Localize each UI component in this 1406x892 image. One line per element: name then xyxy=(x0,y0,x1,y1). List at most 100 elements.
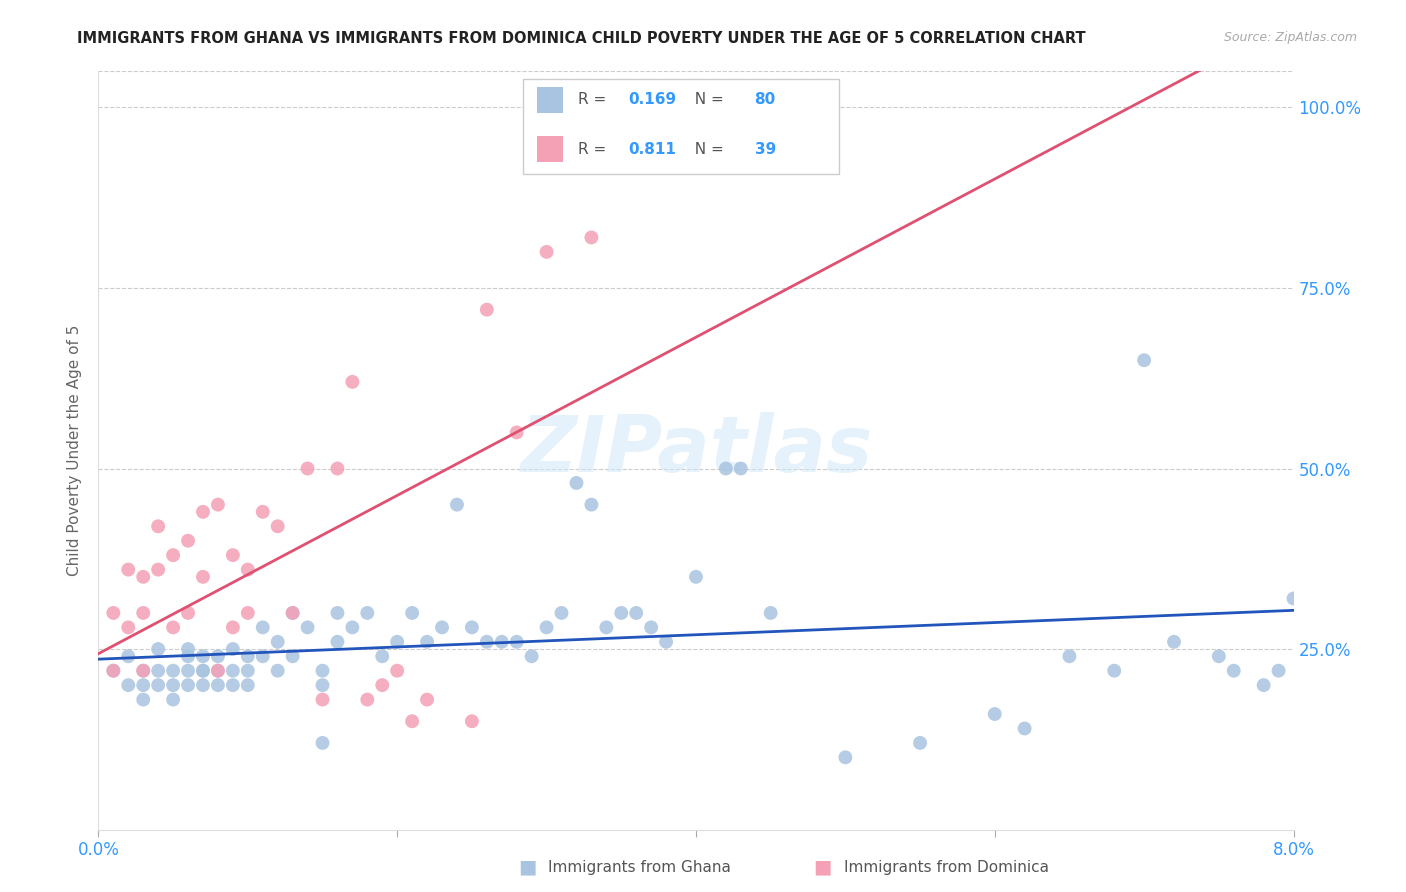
Point xyxy=(267,664,290,678)
Point xyxy=(371,678,394,692)
Point xyxy=(536,620,558,634)
Text: 0.169: 0.169 xyxy=(628,93,676,107)
Point xyxy=(222,664,245,678)
Point xyxy=(640,620,662,634)
Point xyxy=(132,570,155,584)
Point xyxy=(342,375,364,389)
Point xyxy=(1059,649,1081,664)
FancyBboxPatch shape xyxy=(523,79,839,174)
FancyBboxPatch shape xyxy=(537,136,564,162)
Point xyxy=(714,461,737,475)
Point xyxy=(191,664,214,678)
Point xyxy=(1208,649,1230,664)
Text: ZIPatlas: ZIPatlas xyxy=(520,412,872,489)
Point xyxy=(162,692,184,706)
Point xyxy=(281,606,304,620)
Point xyxy=(103,664,125,678)
Point xyxy=(581,230,603,244)
Point xyxy=(281,649,304,664)
Point xyxy=(1014,722,1036,736)
Point xyxy=(1223,664,1246,678)
Point xyxy=(326,635,349,649)
Point xyxy=(1253,678,1275,692)
Point xyxy=(162,678,184,692)
Point xyxy=(1282,591,1305,606)
Text: Immigrants from Ghana: Immigrants from Ghana xyxy=(548,860,731,874)
Point xyxy=(148,678,170,692)
Point xyxy=(207,664,229,678)
Point xyxy=(759,606,782,620)
Text: Immigrants from Dominica: Immigrants from Dominica xyxy=(844,860,1049,874)
Point xyxy=(326,461,349,475)
Point xyxy=(177,649,200,664)
Point xyxy=(475,302,498,317)
Text: N =: N = xyxy=(685,93,728,107)
Point xyxy=(236,678,259,692)
Text: 0.811: 0.811 xyxy=(628,142,676,157)
Point xyxy=(475,635,498,649)
Point xyxy=(236,664,259,678)
Point xyxy=(191,570,214,584)
Point xyxy=(491,635,513,649)
Point xyxy=(655,635,678,649)
Point xyxy=(1104,664,1126,678)
Point xyxy=(1163,635,1185,649)
Point xyxy=(191,505,214,519)
Point xyxy=(132,664,155,678)
Point xyxy=(520,649,543,664)
Point xyxy=(148,642,170,657)
Point xyxy=(236,606,259,620)
Text: R =: R = xyxy=(578,93,610,107)
Point xyxy=(117,563,139,577)
Point xyxy=(162,620,184,634)
Point xyxy=(550,606,572,620)
Point xyxy=(461,714,484,729)
Point xyxy=(461,620,484,634)
Point xyxy=(685,570,707,584)
Point xyxy=(103,664,125,678)
Point xyxy=(252,649,274,664)
Point xyxy=(177,664,200,678)
Point xyxy=(236,563,259,577)
Point xyxy=(132,678,155,692)
Text: N =: N = xyxy=(685,142,728,157)
Point xyxy=(117,649,139,664)
Point xyxy=(222,642,245,657)
Point xyxy=(222,620,245,634)
Point xyxy=(401,606,423,620)
Point xyxy=(297,620,319,634)
Point xyxy=(984,706,1007,721)
Point xyxy=(401,714,423,729)
Point xyxy=(536,244,558,259)
Point xyxy=(297,461,319,475)
Point xyxy=(207,664,229,678)
Point xyxy=(506,425,529,440)
Point xyxy=(385,664,409,678)
Point xyxy=(311,736,333,750)
Point xyxy=(177,606,200,620)
Point xyxy=(252,620,274,634)
Point xyxy=(162,664,184,678)
Text: 39: 39 xyxy=(755,142,776,157)
Point xyxy=(207,678,229,692)
Point xyxy=(581,498,603,512)
Point xyxy=(730,461,752,475)
Point xyxy=(430,620,453,634)
Text: 80: 80 xyxy=(755,93,776,107)
Point xyxy=(207,649,229,664)
Y-axis label: Child Poverty Under the Age of 5: Child Poverty Under the Age of 5 xyxy=(67,325,83,576)
Point xyxy=(267,635,290,649)
Point xyxy=(385,635,409,649)
Point xyxy=(610,606,633,620)
Point xyxy=(191,678,214,692)
Point xyxy=(103,606,125,620)
Point xyxy=(311,678,333,692)
Point xyxy=(326,606,349,620)
Point xyxy=(132,692,155,706)
Text: Source: ZipAtlas.com: Source: ZipAtlas.com xyxy=(1223,31,1357,45)
Point xyxy=(1267,664,1289,678)
Point xyxy=(342,620,364,634)
Point xyxy=(132,664,155,678)
Point xyxy=(311,664,333,678)
Point xyxy=(132,606,155,620)
